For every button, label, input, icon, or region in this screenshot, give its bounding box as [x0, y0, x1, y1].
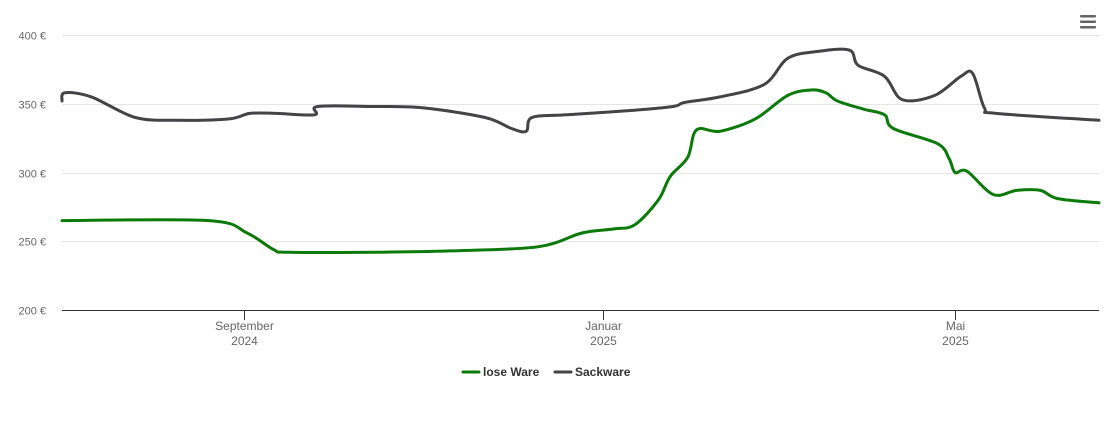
- gridlines: [62, 35, 1099, 242]
- y-tick-label: 250 €: [18, 237, 46, 249]
- legend-label: Sackware: [575, 365, 631, 379]
- x-tick-label: September: [215, 319, 274, 333]
- legend[interactable]: lose Ware Sackware: [461, 365, 631, 379]
- series-line-lose-ware[interactable]: [60, 88, 1101, 255]
- chart-menu-button[interactable]: [1079, 15, 1097, 29]
- y-tick-label: 400 €: [18, 31, 46, 43]
- y-axis: 200 € 250 € 300 € 350 € 400 €: [18, 31, 46, 318]
- x-tick-sublabel: 2024: [231, 334, 258, 348]
- y-tick-label: 350 €: [18, 100, 46, 112]
- x-tick-label: Mai: [946, 319, 965, 333]
- series-layer: [60, 47, 1101, 255]
- legend-item-lose-ware[interactable]: lose Ware: [461, 365, 540, 379]
- legend-item-sackware[interactable]: Sackware: [553, 365, 631, 379]
- legend-label: lose Ware: [483, 365, 540, 379]
- x-tick-sublabel: 2025: [590, 334, 617, 348]
- series-line-sackware[interactable]: [60, 47, 1101, 134]
- y-tick-label: 300 €: [18, 169, 46, 181]
- y-tick-label: 200 €: [18, 306, 46, 318]
- hamburger-menu-icon: [1080, 15, 1096, 29]
- x-tick-sublabel: 2025: [942, 334, 969, 348]
- x-tick-label: Januar: [585, 319, 622, 333]
